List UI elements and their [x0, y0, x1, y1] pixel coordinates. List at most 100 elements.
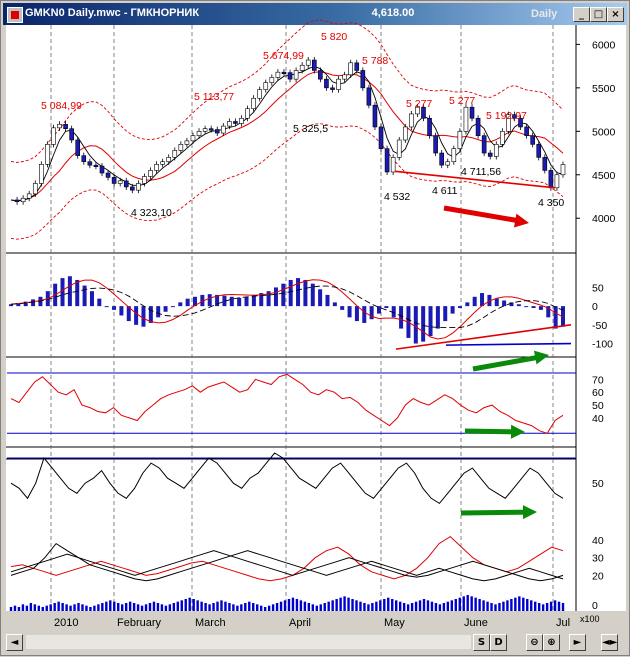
scroll-track[interactable]: [26, 635, 471, 649]
volume-bar: [204, 603, 207, 611]
volume-bar: [263, 607, 267, 611]
scroll-left-button[interactable]: ◄: [6, 634, 23, 651]
volume-bar: [271, 604, 275, 611]
macd-histogram-bar: [377, 306, 381, 314]
macd-histogram-bar: [9, 304, 13, 307]
candle-body: [366, 87, 372, 106]
maximize-button[interactable]: □: [590, 7, 607, 22]
candle-body: [245, 108, 250, 119]
macd-histogram-bar: [502, 300, 507, 307]
macd-histogram-bar: [185, 298, 190, 307]
volume-bar: [434, 603, 438, 611]
volume-bar: [534, 601, 537, 611]
macd-histogram-bar: [340, 306, 345, 310]
candle-body: [281, 71, 287, 74]
rsi-tick-label: 40: [592, 413, 604, 425]
candle-body: [275, 71, 281, 78]
volume-bar: [387, 597, 390, 611]
interval-label: Daily: [531, 8, 558, 20]
close-button[interactable]: ×: [607, 7, 624, 22]
candle-body: [87, 161, 93, 166]
candle-body: [530, 135, 535, 145]
candle-body: [178, 144, 184, 151]
candle-body: [287, 72, 293, 80]
volume-bar: [279, 601, 283, 611]
volume-bar: [109, 600, 112, 611]
volume-bar: [450, 600, 454, 611]
volume-bar: [323, 603, 326, 611]
volume-bar: [438, 604, 442, 611]
macd-histogram-bar: [229, 296, 234, 307]
macd-histogram-bar: [303, 279, 308, 307]
volume-bar: [89, 607, 92, 611]
candle-body: [69, 128, 74, 141]
zoom-d-button[interactable]: D: [490, 634, 507, 651]
volume-bar: [93, 605, 96, 611]
volume-bar: [69, 605, 72, 611]
volume-bar: [375, 601, 378, 611]
volume-bar: [315, 605, 318, 611]
volume-bar: [470, 596, 473, 611]
macd-histogram-bar: [82, 285, 87, 307]
macd-histogram-bar: [450, 306, 455, 314]
macd-histogram-bar: [509, 302, 514, 307]
volume-bar: [168, 604, 172, 611]
macd-histogram-bar: [134, 306, 139, 325]
candle-body: [136, 183, 141, 191]
macd-histogram-bar: [428, 306, 433, 337]
macd-histogram-bar: [259, 293, 264, 307]
zoom-in-button[interactable]: ⊕: [543, 634, 560, 651]
candle-body: [536, 144, 542, 158]
volume-bar: [530, 600, 533, 611]
volume-bar: [383, 599, 386, 611]
macd-histogram-bar: [354, 306, 359, 322]
minimize-button[interactable]: _: [573, 7, 590, 22]
macd-histogram-bar: [193, 296, 197, 307]
volume-bar: [363, 603, 366, 611]
macd-histogram-bar: [75, 279, 80, 307]
title-bar[interactable]: GMKN0 Daily.mwc - ГМКНОРНИК 4,618.00 Dai…: [3, 3, 627, 25]
volume-bar: [339, 597, 342, 611]
macd-histogram-bar: [531, 306, 536, 308]
candle-body: [299, 64, 305, 71]
candle-body: [409, 113, 414, 128]
volume-bar: [29, 603, 33, 611]
macd-histogram-bar: [207, 294, 212, 307]
upper-envelope-line: [10, 19, 564, 163]
rsi-line: [10, 373, 564, 434]
candle-body: [560, 164, 566, 176]
scroll-bar[interactable]: ◄ S D ⊖ ⊕ ► ◄►: [6, 633, 626, 653]
oscillator-tick-label: 50: [592, 478, 604, 490]
macd-histogram-bar: [141, 306, 146, 327]
candle-body: [117, 180, 123, 184]
macd-histogram-bar: [465, 302, 470, 307]
price-axis[interactable]: [576, 25, 626, 611]
macd-histogram-bar: [325, 294, 330, 307]
fit-button[interactable]: ◄►: [601, 634, 618, 651]
price-annotation: 5 113,77: [194, 91, 234, 103]
volume-bar: [414, 601, 418, 611]
candle-body: [81, 155, 87, 163]
macd-histogram-bar: [104, 306, 109, 308]
candle-body: [427, 117, 432, 136]
macd-histogram-bar: [23, 301, 28, 307]
volume-bar: [105, 601, 108, 611]
zoom-out-button[interactable]: ⊖: [526, 634, 543, 651]
volume-bar: [57, 601, 60, 611]
macd-histogram-bar: [347, 306, 352, 318]
price-annotation: 5 277: [449, 95, 475, 107]
volume-multiplier-label: x100: [580, 614, 600, 624]
volume-bar: [136, 604, 140, 611]
scroll-right-button[interactable]: ►: [569, 634, 586, 651]
price-annotation: 4 323,10: [131, 207, 172, 219]
candle-body: [445, 161, 451, 166]
candle-body: [439, 152, 444, 166]
macd-line: [10, 285, 564, 329]
price-annotation: 4 532: [384, 191, 410, 203]
zoom-s-button[interactable]: S: [473, 634, 490, 651]
volume-bar: [319, 604, 322, 611]
month-label: June: [464, 617, 488, 629]
candle-body: [311, 59, 317, 71]
volume-bar: [77, 603, 80, 611]
